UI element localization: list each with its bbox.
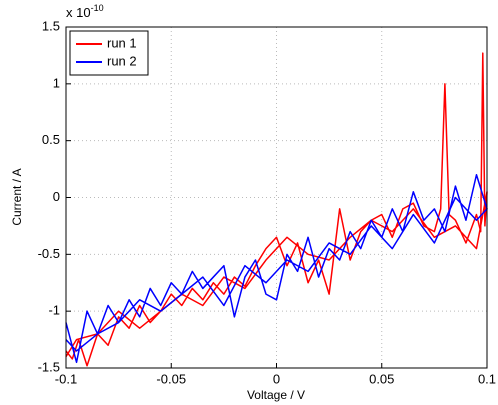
legend-box <box>69 30 149 76</box>
y-tick-label: 1.5 <box>42 18 60 33</box>
x-tick-label: 0.05 <box>369 371 394 386</box>
line-series <box>65 174 488 364</box>
legend-label: run 1 <box>107 35 137 50</box>
y-tick-label: -1 <box>48 303 60 318</box>
x-tick-label: 0.1 <box>478 371 496 386</box>
x-axis-label: Voltage / V <box>247 388 305 402</box>
y-tick-label: -0.5 <box>38 246 60 261</box>
y-tick-label: -1.5 <box>38 359 60 374</box>
y-tick-label: 0 <box>53 189 60 204</box>
y-scale-power: -10 <box>91 3 104 13</box>
y-axis-label: Current / A <box>10 168 24 225</box>
y-scale-label: x 10-10 <box>66 3 104 20</box>
x-tick-label: -0.05 <box>156 371 186 386</box>
line-series <box>65 52 488 367</box>
y-tick-label: 0.5 <box>42 132 60 147</box>
plot-frame <box>65 26 488 369</box>
x-tick-label: -0.1 <box>55 371 77 386</box>
legend-label: run 2 <box>107 53 137 68</box>
y-scale-base: x 10 <box>66 5 91 20</box>
y-tick-label: 1 <box>53 75 60 90</box>
x-tick-label: 0 <box>273 371 280 386</box>
